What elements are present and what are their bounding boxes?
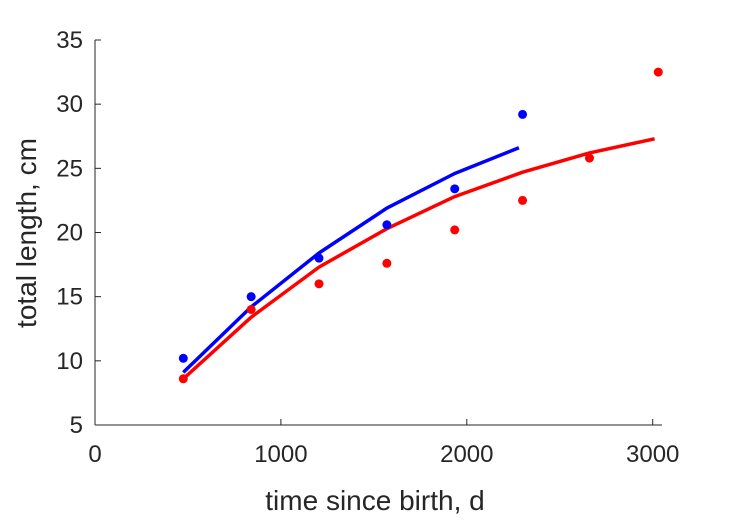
data-point-0 [178,353,188,363]
x-tick-label: 1000 [254,441,307,468]
x-axis-title: time since birth, d [265,485,484,516]
data-point-0 [314,253,324,263]
data-point-0 [450,184,460,194]
y-tick-label: 20 [56,220,83,247]
data-point-1 [653,67,663,77]
data-point-1 [450,225,460,235]
data-point-1 [382,258,392,268]
y-tick-label: 15 [56,284,83,311]
y-axis-title: total length, cm [11,138,42,328]
y-tick-label: 35 [56,27,83,54]
y-tick-label: 5 [70,412,83,439]
data-point-1 [518,195,528,205]
data-point-1 [584,153,594,163]
data-point-1 [314,279,324,289]
fit-lines [182,137,655,381]
fit-line-1 [182,137,655,381]
data-point-0 [246,292,256,302]
data-points [178,67,663,384]
y-tick-label: 30 [56,91,83,118]
fit-line-0 [182,146,520,374]
axes: 5 10 15 20 25 30 35 0 1000 2000 3000 [56,27,679,468]
x-tick-label: 0 [88,441,101,468]
x-tick-label: 2000 [440,441,493,468]
data-point-0 [518,109,528,119]
x-tick-label: 3000 [626,441,679,468]
data-point-1 [246,305,256,314]
data-point-0 [382,220,392,230]
y-tick-label: 25 [56,155,83,182]
data-point-1 [178,374,188,384]
y-tick-label: 10 [56,348,83,375]
